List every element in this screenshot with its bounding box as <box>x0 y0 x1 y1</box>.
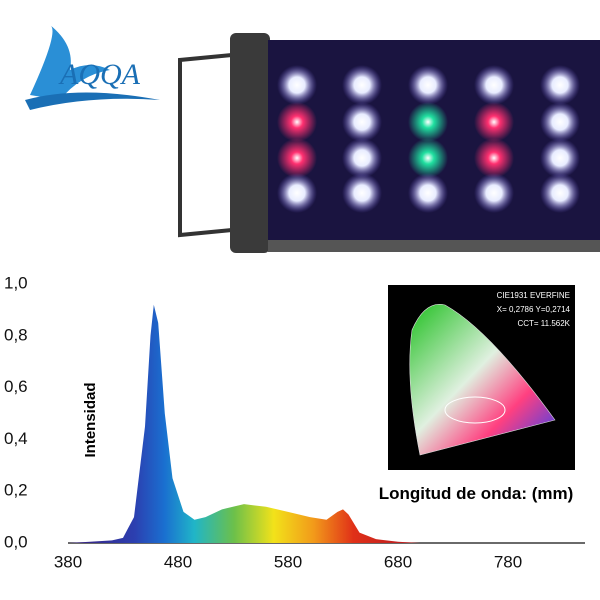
led <box>342 173 382 213</box>
led <box>408 138 448 178</box>
led <box>540 65 580 105</box>
inset-coords: X= 0,2786 Y=0,2714 <box>497 305 571 314</box>
led <box>540 173 580 213</box>
y-tick-label: 0,6 <box>4 377 28 396</box>
logo-text: AQQA <box>58 58 141 91</box>
led <box>277 173 317 213</box>
chart: Intensidad Longitud de onda: (mm) 0,0 0,2… <box>4 273 585 571</box>
led <box>277 65 317 105</box>
y-tick-label: 0,8 <box>4 325 28 344</box>
led <box>277 138 317 178</box>
inset-cct: CCT= 11.562K <box>517 319 570 328</box>
x-tick-label: 680 <box>384 552 412 571</box>
led <box>342 65 382 105</box>
led <box>474 65 514 105</box>
led <box>474 102 514 142</box>
y-tick-label: 0,4 <box>4 429 28 448</box>
led <box>342 102 382 142</box>
logo: AQQA <box>25 25 160 110</box>
x-tick-label: 580 <box>274 552 302 571</box>
x-tick-label: 480 <box>164 552 192 571</box>
x-tick-label: 380 <box>54 552 82 571</box>
cie-inset: CIE1931 EVERFINE X= 0,2786 Y=0,2714 CCT=… <box>388 285 575 470</box>
led <box>408 173 448 213</box>
y-axis-label: Intensidad <box>82 382 99 457</box>
led <box>540 102 580 142</box>
x-tick-label: 780 <box>494 552 522 571</box>
y-tick-label: 1,0 <box>4 273 28 292</box>
led <box>408 102 448 142</box>
inset-title: CIE1931 EVERFINE <box>497 291 570 300</box>
led <box>540 138 580 178</box>
led <box>342 138 382 178</box>
spectrum-area <box>68 304 508 543</box>
y-tick-label: 0,2 <box>4 481 28 500</box>
led <box>474 138 514 178</box>
led-fixture <box>178 33 600 253</box>
y-tick-label: 0,0 <box>4 532 28 551</box>
led <box>474 173 514 213</box>
led <box>277 102 317 142</box>
x-axis-label: Longitud de onda: (mm) <box>379 484 574 503</box>
led <box>408 65 448 105</box>
